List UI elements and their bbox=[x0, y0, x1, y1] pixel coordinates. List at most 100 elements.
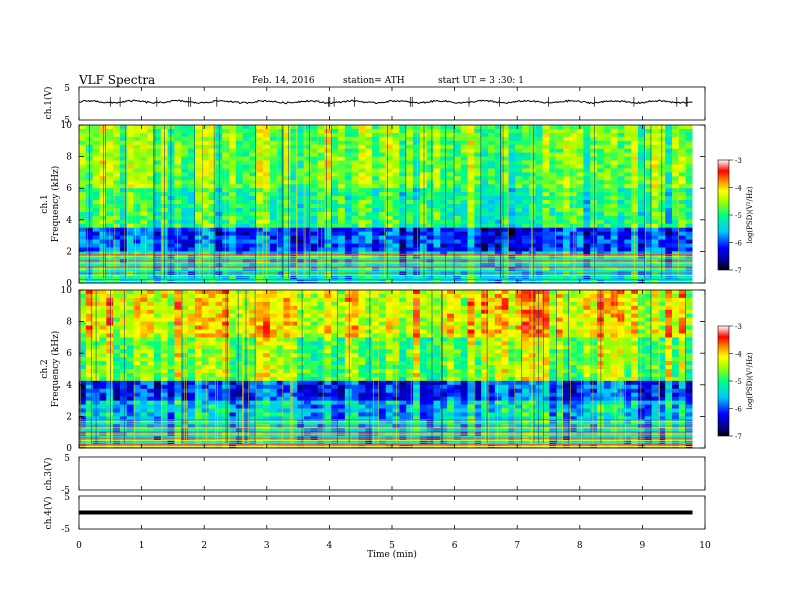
spectrogram-cell bbox=[331, 259, 339, 264]
spectrogram-cell bbox=[126, 251, 134, 256]
spectrogram-cell bbox=[222, 172, 230, 177]
spectrogram-cell bbox=[201, 176, 209, 181]
spectrogram-cell bbox=[433, 128, 441, 134]
spectrogram-cell bbox=[147, 321, 155, 326]
spectrogram-cell bbox=[672, 136, 680, 142]
spectrogram-cell bbox=[317, 180, 325, 185]
spectrogram-cell bbox=[338, 325, 346, 330]
spectrogram-cell bbox=[419, 321, 428, 326]
spectrogram-cell bbox=[181, 164, 189, 169]
spectrogram-cell bbox=[331, 223, 339, 229]
spectrogram-cell bbox=[174, 125, 182, 130]
spectrogram-cell bbox=[256, 200, 264, 205]
spectrogram-cell bbox=[256, 160, 264, 165]
spectrogram-cell bbox=[433, 148, 441, 154]
spectrogram-cell bbox=[426, 128, 434, 134]
spectrogram-cell bbox=[651, 160, 659, 165]
spectrogram-cell bbox=[290, 211, 298, 217]
spectrogram-cell bbox=[269, 345, 278, 350]
spectrogram-cell bbox=[283, 317, 291, 322]
spectrogram-cell bbox=[562, 207, 571, 213]
spectrogram-cell bbox=[351, 251, 359, 256]
spectrogram-cell bbox=[433, 125, 441, 130]
spectrogram-cell bbox=[113, 196, 121, 201]
spectrogram-cell bbox=[344, 313, 353, 319]
spectrogram-cell bbox=[283, 313, 291, 319]
spectrogram-cell bbox=[433, 239, 441, 244]
spectrogram-cell bbox=[419, 239, 428, 244]
spectrogram-cell bbox=[194, 211, 203, 217]
spectrogram-cell bbox=[140, 231, 148, 236]
spectrogram-cell bbox=[419, 160, 428, 165]
spectrogram-cell bbox=[133, 148, 141, 154]
spectrogram-cell bbox=[672, 172, 680, 177]
spectrogram-cell bbox=[290, 148, 298, 154]
spectrogram-cell bbox=[269, 305, 278, 311]
spectrogram-cell bbox=[119, 255, 128, 260]
spectrogram-cell bbox=[126, 255, 134, 260]
spectrogram-cell bbox=[583, 215, 591, 221]
spectrogram-cell bbox=[447, 148, 455, 154]
spectrogram-cell bbox=[542, 305, 550, 311]
spectrogram-cell bbox=[358, 184, 366, 189]
spectrogram-cell bbox=[610, 223, 618, 229]
spectrogram-cell bbox=[433, 211, 441, 217]
spectrogram-cell bbox=[406, 333, 414, 338]
spectrogram-cell bbox=[556, 176, 564, 181]
spectrogram-cell bbox=[610, 160, 618, 165]
spectrogram-cell bbox=[79, 329, 87, 334]
spectrogram-cell bbox=[222, 192, 230, 197]
spectrogram-cell bbox=[508, 160, 516, 165]
spectrogram-cell bbox=[508, 333, 516, 338]
spectrogram-cell bbox=[276, 247, 284, 252]
spectrogram-cell bbox=[603, 211, 612, 217]
spectrogram-cell bbox=[481, 337, 489, 342]
spectrogram-cell bbox=[460, 219, 468, 225]
spectrogram-cell bbox=[549, 321, 557, 326]
spectrogram-cell bbox=[474, 321, 482, 326]
spectrogram-cell bbox=[228, 180, 237, 185]
spectrogram-cell bbox=[562, 196, 571, 201]
spectrogram-cell bbox=[201, 341, 209, 346]
spectrogram-cell bbox=[501, 204, 509, 209]
spectrogram-cell bbox=[583, 223, 591, 229]
spectrogram-cell bbox=[467, 317, 475, 322]
spectrogram-cell bbox=[597, 160, 605, 165]
spectrogram-cell bbox=[576, 251, 584, 256]
spectrogram-cell bbox=[92, 156, 100, 161]
spectrogram-cell bbox=[562, 211, 571, 217]
spectrogram-cell bbox=[338, 140, 346, 146]
spectrogram-cell bbox=[481, 301, 489, 307]
spectrogram-cell bbox=[515, 204, 523, 209]
spectrogram-cell bbox=[126, 341, 134, 346]
spectrogram-cell bbox=[338, 321, 346, 326]
spectrogram-cell bbox=[358, 148, 366, 154]
spectrogram-cell bbox=[153, 321, 162, 326]
spectrogram-cell bbox=[140, 211, 148, 217]
spectrogram-cell bbox=[351, 180, 359, 185]
spectrogram-cell bbox=[522, 125, 530, 130]
spectrogram-cell bbox=[153, 293, 162, 299]
spectrogram-cell bbox=[372, 247, 380, 252]
spectrogram-cell bbox=[344, 144, 353, 150]
spectrogram-cell bbox=[283, 148, 291, 154]
spectrogram-cell bbox=[290, 247, 298, 252]
spectrogram-cell bbox=[665, 321, 673, 326]
spectrogram-cell bbox=[494, 259, 503, 264]
spectrogram-cell bbox=[283, 255, 291, 260]
spectrogram-cell bbox=[447, 293, 455, 299]
spectrogram-cell bbox=[331, 255, 339, 260]
spectrogram-cell bbox=[338, 337, 346, 342]
spectrogram-cell bbox=[385, 255, 393, 260]
spectrogram-cell bbox=[79, 148, 87, 154]
spectrogram-cell bbox=[290, 293, 298, 299]
spectrogram-cell bbox=[167, 309, 175, 315]
spectrogram-cell bbox=[201, 247, 209, 252]
spectrogram-cell bbox=[672, 144, 680, 150]
spectrogram-cell bbox=[460, 144, 468, 150]
spectrogram-cell bbox=[92, 152, 100, 157]
spectrogram-cell bbox=[215, 290, 223, 295]
spectrogram-cell bbox=[344, 207, 353, 213]
spectrogram-cell bbox=[324, 140, 332, 146]
spectrogram-cell bbox=[665, 301, 673, 307]
